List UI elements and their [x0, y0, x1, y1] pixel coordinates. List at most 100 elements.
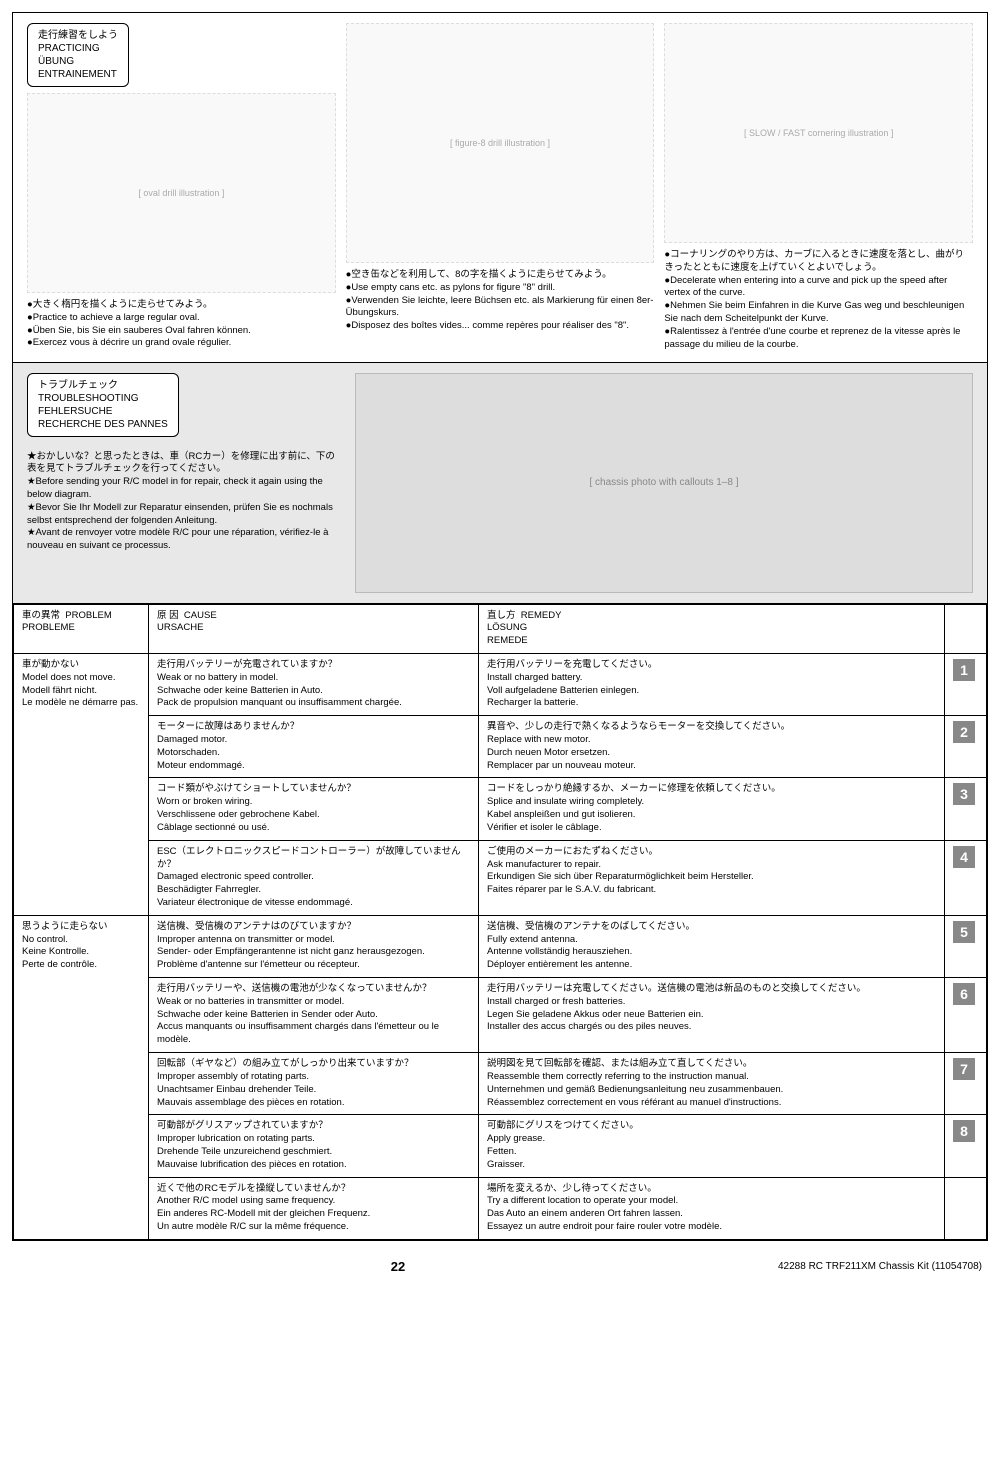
number-cell: 1 — [945, 653, 987, 715]
corner-illustration: [ SLOW / FAST cornering illustration ] — [664, 23, 973, 243]
number-badge: 1 — [953, 659, 975, 681]
number-cell: 6 — [945, 978, 987, 1053]
troubleshooting-table: 車の異常 PROBLEM PROBLEME 原 因 CAUSE URSACHE … — [13, 604, 987, 1240]
trouble-intro: ★おかしいな？と思ったときは、車（RCカー）を修理に出す前に、下の表を見てトラブ… — [27, 451, 337, 554]
figure8-illustration: [ figure-8 drill illustration ] — [346, 23, 655, 263]
figure8-jp: ●空き缶などを利用して、8の字を描くように走らせてみよう。 — [346, 269, 655, 282]
oval-caption: ●大きく楕円を描くように走らせてみよう。 ●Practice to achiev… — [27, 299, 336, 350]
th-cause-de: URSACHE — [157, 622, 203, 633]
table-row: 車が動かないModel does not move.Modell fährt n… — [14, 653, 987, 715]
table-row: 走行用バッテリーや、送信機の電池が少なくなっていませんか？Weak or no … — [14, 978, 987, 1053]
number-badge: 5 — [953, 921, 975, 943]
trouble-left: トラブルチェック TROUBLESHOOTING FEHLERSUCHE REC… — [27, 373, 337, 593]
cause-cell: 回転部（ギヤなど）の組み立てがしっかり出来ていますか？Improper asse… — [149, 1053, 479, 1115]
problem-cell: 車が動かないModel does not move.Modell fährt n… — [14, 653, 149, 915]
problem-cell: 思うように走らないNo control.Keine Kontrolle.Pert… — [14, 915, 149, 1239]
table-body: 車が動かないModel does not move.Modell fährt n… — [14, 653, 987, 1239]
corner-de: ●Nehmen Sie beim Einfahren in die Kurve … — [664, 300, 973, 326]
th-remedy-fr: REMEDE — [487, 635, 528, 646]
chassis-image: [ chassis photo with callouts 1–8 ] — [355, 373, 973, 593]
oval-jp: ●大きく楕円を描くように走らせてみよう。 — [27, 299, 336, 312]
th-problem: 車の異常 PROBLEM PROBLEME — [14, 604, 149, 653]
page-number: 22 — [391, 1259, 405, 1274]
cause-cell: ESC（エレクトロニックスピードコントローラー）が故障していませんか？Damag… — [149, 840, 479, 915]
corner-jp: ●コーナリングのやり方は、カーブに入るときに速度を落とし、曲がりきったとともに速… — [664, 249, 973, 275]
practice-section: 走行練習をしよう PRACTICING ÜBUNG ENTRAINEMENT [… — [13, 13, 987, 363]
table-row: 近くで他のRCモデルを操縦していませんか？Another R/C model u… — [14, 1177, 987, 1239]
practice-heading-de: ÜBUNG — [38, 55, 118, 68]
practice-panel-corner: [ SLOW / FAST cornering illustration ] ●… — [664, 23, 973, 352]
page-footer: 22 42288 RC TRF211XM Chassis Kit (110547… — [0, 1253, 1000, 1284]
practice-panel-figure8: [ figure-8 drill illustration ] ●空き缶などを利… — [346, 23, 655, 352]
figure8-fr: ●Disposez des boîtes vides... comme repè… — [346, 320, 655, 333]
cause-cell: モーターに故障はありませんか？Damaged motor.Motorschade… — [149, 716, 479, 778]
number-badge: 8 — [953, 1120, 975, 1142]
trouble-intro-en: ★Before sending your R/C model in for re… — [27, 476, 337, 502]
remedy-cell: 説明図を見て回転部を確認、または組み立て直してください。Reassemble t… — [479, 1053, 945, 1115]
table-row: 思うように走らないNo control.Keine Kontrolle.Pert… — [14, 915, 987, 977]
cause-cell: 近くで他のRCモデルを操縦していませんか？Another R/C model u… — [149, 1177, 479, 1239]
th-cause-en: CAUSE — [184, 610, 217, 621]
remedy-cell: 場所を変えるか、少し待ってください。Try a different locati… — [479, 1177, 945, 1239]
oval-illustration: [ oval drill illustration ] — [27, 93, 336, 293]
figure8-de: ●Verwenden Sie leichte, leere Büchsen et… — [346, 295, 655, 321]
table-row: コード類がやぶけてショートしていませんか？Worn or broken wiri… — [14, 778, 987, 840]
oval-en: ●Practice to achieve a large regular ova… — [27, 312, 336, 325]
practice-panel-oval: 走行練習をしよう PRACTICING ÜBUNG ENTRAINEMENT [… — [27, 23, 336, 352]
number-cell: 5 — [945, 915, 987, 977]
table-row: モーターに故障はありませんか？Damaged motor.Motorschade… — [14, 716, 987, 778]
remedy-cell: 走行用バッテリーを充電してください。Install charged batter… — [479, 653, 945, 715]
number-badge: 7 — [953, 1058, 975, 1080]
number-cell: 3 — [945, 778, 987, 840]
figure8-caption: ●空き缶などを利用して、8の字を描くように走らせてみよう。 ●Use empty… — [346, 269, 655, 333]
troubleshooting-header-section: トラブルチェック TROUBLESHOOTING FEHLERSUCHE REC… — [13, 363, 987, 604]
cause-cell: コード類がやぶけてショートしていませんか？Worn or broken wiri… — [149, 778, 479, 840]
practice-heading-jp: 走行練習をしよう — [38, 29, 118, 42]
corner-caption: ●コーナリングのやり方は、カーブに入るときに速度を落とし、曲がりきったとともに速… — [664, 249, 973, 352]
th-remedy-de: LÖSUNG — [487, 622, 527, 633]
trouble-intro-de: ★Bevor Sie Ihr Modell zur Reparatur eins… — [27, 502, 337, 528]
remedy-cell: 可動部にグリスをつけてください。Apply grease.Fetten.Grai… — [479, 1115, 945, 1177]
cause-cell: 走行用バッテリーが充電されていますか？Weak or no battery in… — [149, 653, 479, 715]
remedy-cell: 異音や、少しの走行で熱くなるようならモーターを交換してください。Replace … — [479, 716, 945, 778]
trouble-heading-jp: トラブルチェック — [38, 379, 168, 392]
oval-fr: ●Exercez vous à décrire un grand ovale r… — [27, 337, 336, 350]
remedy-cell: コードをしっかり絶縁するか、メーカーに修理を依頼してください。Splice an… — [479, 778, 945, 840]
page-border: 走行練習をしよう PRACTICING ÜBUNG ENTRAINEMENT [… — [12, 12, 988, 1241]
cause-cell: 走行用バッテリーや、送信機の電池が少なくなっていませんか？Weak or no … — [149, 978, 479, 1053]
table-row: 回転部（ギヤなど）の組み立てがしっかり出来ていますか？Improper asse… — [14, 1053, 987, 1115]
number-cell: 7 — [945, 1053, 987, 1115]
table-header-row: 車の異常 PROBLEM PROBLEME 原 因 CAUSE URSACHE … — [14, 604, 987, 653]
number-badge: 4 — [953, 846, 975, 868]
trouble-heading-box: トラブルチェック TROUBLESHOOTING FEHLERSUCHE REC… — [27, 373, 179, 437]
oval-de: ●Üben Sie, bis Sie ein sauberes Oval fah… — [27, 325, 336, 338]
number-badge: 2 — [953, 721, 975, 743]
cause-cell: 可動部がグリスアップされていますか？Improper lubrication o… — [149, 1115, 479, 1177]
number-cell: 2 — [945, 716, 987, 778]
number-cell: 4 — [945, 840, 987, 915]
table-row: ESC（エレクトロニックスピードコントローラー）が故障していませんか？Damag… — [14, 840, 987, 915]
number-cell — [945, 1177, 987, 1239]
corner-fr: ●Ralentissez à l'entrée d'une courbe et … — [664, 326, 973, 352]
th-remedy: 直し方 REMEDY LÖSUNG REMEDE — [479, 604, 945, 653]
figure8-en: ●Use empty cans etc. as pylons for figur… — [346, 282, 655, 295]
practice-heading-box: 走行練習をしよう PRACTICING ÜBUNG ENTRAINEMENT — [27, 23, 129, 87]
trouble-heading-fr: RECHERCHE DES PANNES — [38, 418, 168, 431]
th-cause: 原 因 CAUSE URSACHE — [149, 604, 479, 653]
table-row: 可動部がグリスアップされていますか？Improper lubrication o… — [14, 1115, 987, 1177]
trouble-intro-jp: ★おかしいな？と思ったときは、車（RCカー）を修理に出す前に、下の表を見てトラブ… — [27, 451, 337, 477]
practice-heading-fr: ENTRAINEMENT — [38, 68, 118, 81]
practice-heading-en: PRACTICING — [38, 42, 118, 55]
footer-code: 42288 RC TRF211XM Chassis Kit (11054708) — [778, 1261, 982, 1272]
remedy-cell: ご使用のメーカーにおたずねください。Ask manufacturer to re… — [479, 840, 945, 915]
trouble-intro-fr: ★Avant de renvoyer votre modèle R/C pour… — [27, 527, 337, 553]
th-num — [945, 604, 987, 653]
cause-cell: 送信機、受信機のアンテナはのびていますか？Improper antenna on… — [149, 915, 479, 977]
corner-en: ●Decelerate when entering into a curve a… — [664, 275, 973, 301]
th-problem-fr: PROBLEME — [22, 622, 75, 633]
trouble-heading-en: TROUBLESHOOTING — [38, 392, 168, 405]
th-problem-en: PROBLEM — [65, 610, 111, 621]
th-problem-jp: 車の異常 — [22, 610, 60, 621]
th-remedy-jp: 直し方 — [487, 610, 516, 621]
number-badge: 6 — [953, 983, 975, 1005]
